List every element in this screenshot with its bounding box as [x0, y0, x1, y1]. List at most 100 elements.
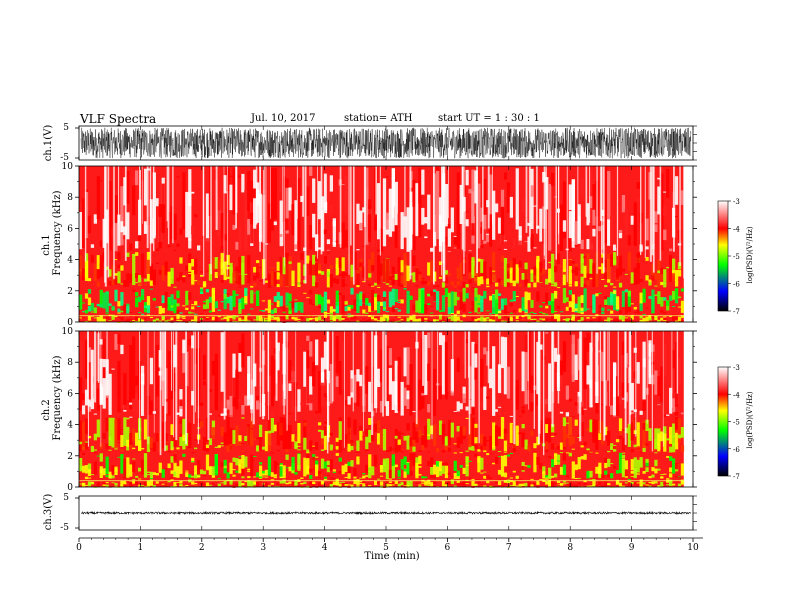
ch1-spec-cell [376, 255, 381, 285]
ch1-spec-cell [633, 240, 637, 246]
ch1-spec-cell [480, 207, 484, 222]
ch1-spec-cell [477, 303, 481, 305]
ch1-spec-cell [450, 207, 454, 233]
ch1-spec-cell [138, 317, 142, 322]
ch3-waveform-ylabel: ch.3(V) [43, 494, 54, 531]
ch1-spec-cell [114, 273, 118, 276]
ch2-spec-cell [580, 422, 584, 437]
ch2-spec-cell [238, 353, 242, 372]
ch2-spec-cell [87, 399, 92, 410]
ch1-spec-cell [406, 310, 410, 314]
ch1-spec-cell [323, 291, 328, 312]
ch1-spec-cell [382, 178, 387, 247]
ch2-spec-cell [315, 442, 319, 450]
ch1-spec-cell [291, 301, 295, 309]
ch1-spec-cell [450, 320, 454, 322]
ch2-spec-cell [117, 456, 121, 458]
ch1-spec-cell [612, 249, 617, 251]
ch1-spec-cell [312, 264, 316, 276]
ch1-spec-cell [135, 320, 139, 322]
ch1-spec-cell [220, 262, 224, 269]
ch2-spec-cell [135, 433, 139, 446]
ch1-spec-cell [468, 253, 472, 284]
ch1-spec-cell [341, 222, 345, 249]
ch1-spec-cell [568, 259, 572, 285]
ch1-spec-cell [677, 296, 682, 299]
ch2-spec-cell [238, 481, 242, 487]
ch2-spec-cell [135, 432, 139, 434]
ch2-spec-cell [660, 474, 664, 476]
ch1-spec-cell [350, 276, 354, 287]
ch2-spec-cell [621, 483, 626, 485]
ch2-spec-cell [208, 413, 213, 415]
ch2-spec-cell [592, 480, 596, 486]
ch2-spec-cell [636, 473, 640, 475]
ch1-spec-cell [548, 301, 552, 306]
ch2-spec-streak [252, 331, 255, 425]
colorbar-tick-label: -5 [733, 253, 740, 261]
ch2-spec-cell [391, 484, 395, 486]
ch1-spec-cell [654, 273, 658, 280]
ch1-spec-cell [427, 303, 431, 305]
ch2-spec-cell [232, 377, 236, 407]
ch1-spec-cell [433, 319, 437, 322]
ch2-spec-cell [353, 374, 357, 403]
ch1-spec-cell [486, 319, 490, 321]
ch1-spec-streak [404, 166, 406, 220]
ch2-spec-cell [297, 454, 301, 471]
ch2-spec-cell [418, 455, 422, 468]
ch2-spec-cell [489, 485, 493, 487]
ch1-spec-cell [347, 321, 351, 322]
ch1-spec-cell [663, 191, 667, 193]
ch2-spec-streak [382, 331, 384, 417]
ch1-spec-cell [223, 318, 227, 319]
ch2-spec-cell [562, 418, 567, 447]
ch1-spec-cell [182, 305, 186, 307]
ch1-spec-cell [114, 289, 118, 302]
ch1-spec-cell [347, 315, 351, 318]
ch2-spec-cell [344, 463, 348, 472]
ch1-spec-cell [264, 314, 269, 320]
ch1-spec-cell [592, 319, 596, 321]
ch1-spec-cell [114, 195, 118, 223]
ch1-spec-cell [288, 293, 292, 302]
ch1-spec-cell [424, 318, 428, 320]
ch1-spec-streak [659, 166, 662, 261]
ch1-spec-cell [303, 292, 307, 294]
ch1-spec-cell [444, 184, 449, 237]
ch1-spec-cell [79, 255, 83, 276]
ch1-spec-cell [568, 290, 572, 295]
ch2-spec-cell [539, 479, 543, 481]
ch1-spec-cell [506, 182, 511, 213]
ch1-spec-cell [388, 276, 393, 281]
ch1-spec-cell [521, 319, 525, 321]
ch2-spec-cell [199, 402, 204, 406]
ch1-spec-cell [359, 222, 363, 230]
ch1-spec-streak [448, 166, 449, 219]
ch1-spec-cell [503, 258, 508, 287]
ch1-spec-streak [441, 166, 442, 276]
ch2-spec-cell [533, 452, 537, 473]
ch1-colorbar-label: log(PSD)(V²/Hz) [746, 226, 754, 283]
ch1-spec-cell [580, 307, 584, 315]
ch1-spec-cell [362, 321, 366, 322]
ch2-spec-cell [253, 481, 257, 485]
ch2-spec-cell [347, 473, 351, 479]
ch2-spec-cell [403, 468, 407, 478]
ch2-spec-cell [583, 454, 587, 460]
ch1-spec-cell [335, 302, 339, 314]
ch2-spec-cell [176, 466, 180, 478]
ch2-spec-cell [285, 449, 289, 453]
ch1-spec-cell [663, 316, 667, 318]
ch1-spec-cell [335, 247, 339, 249]
ch2-spec-cell [474, 427, 478, 438]
ch1-spec-cell [356, 203, 360, 224]
ch1-spec-cell [279, 166, 283, 193]
ch2-spec-cell [409, 480, 413, 487]
ch2-spec-cell [465, 464, 469, 466]
ch1-spec-cell [385, 176, 390, 178]
ch1-spec-cell [663, 269, 667, 288]
ch1-spec-cell [250, 290, 254, 304]
ch1-spec-cell [677, 316, 682, 322]
ch1-spec-cell [618, 233, 623, 239]
